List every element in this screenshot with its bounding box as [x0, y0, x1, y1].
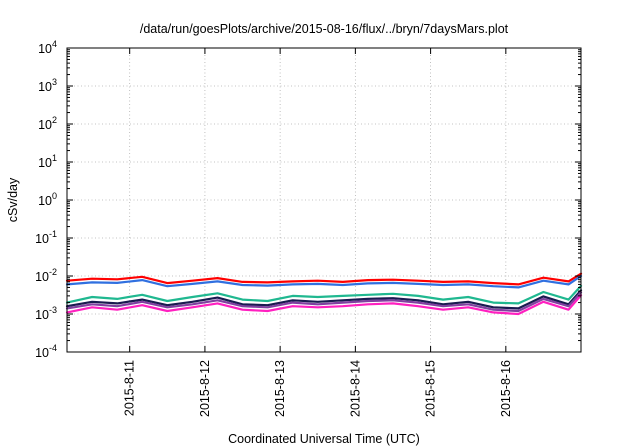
y-tick-label: 102 — [38, 115, 57, 132]
series-line-4 — [65, 289, 583, 310]
x-axis-label: Coordinated Universal Time (UTC) — [228, 432, 420, 446]
x-tick-label: 2015-8-14 — [348, 360, 362, 417]
y-tick-label: 10-2 — [35, 267, 57, 284]
series-line-6 — [65, 294, 583, 316]
y-tick-label: 101 — [38, 153, 57, 170]
x-tick-label: 2015-8-11 — [123, 360, 137, 416]
x-tick-label: 2015-8-15 — [424, 360, 438, 417]
x-tick-label: 2015-8-13 — [273, 360, 287, 417]
series-line-5 — [65, 291, 583, 313]
y-tick-label: 100 — [38, 191, 57, 208]
series-line-1 — [65, 272, 583, 286]
y-tick-label: 104 — [38, 39, 57, 56]
series-layer — [65, 272, 583, 316]
x-tick-label: 2015-8-16 — [499, 360, 513, 417]
x-tick-label: 2015-8-12 — [198, 360, 212, 417]
chart-title: /data/run/goesPlots/archive/2015-08-16/f… — [140, 22, 509, 36]
y-tick-label: 10-3 — [35, 305, 57, 322]
y-tick-label: 10-1 — [35, 229, 57, 246]
y-tick-label: 103 — [38, 77, 57, 94]
series-line-3 — [65, 284, 583, 305]
series-line-2 — [65, 274, 583, 289]
y-tick-label: 10-4 — [35, 343, 57, 360]
y-axis-label: cSv/day — [6, 177, 20, 222]
x-axis: 2015-8-11 2015-8-12 2015-8-13 2015-8-14 2015… — [123, 48, 513, 417]
y-axis: 10-4 10-3 10-2 10-1 100 101 102 103 104 — [35, 39, 581, 360]
